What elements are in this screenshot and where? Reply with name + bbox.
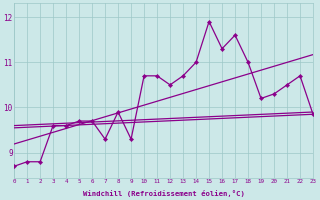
X-axis label: Windchill (Refroidissement éolien,°C): Windchill (Refroidissement éolien,°C)	[83, 190, 244, 197]
